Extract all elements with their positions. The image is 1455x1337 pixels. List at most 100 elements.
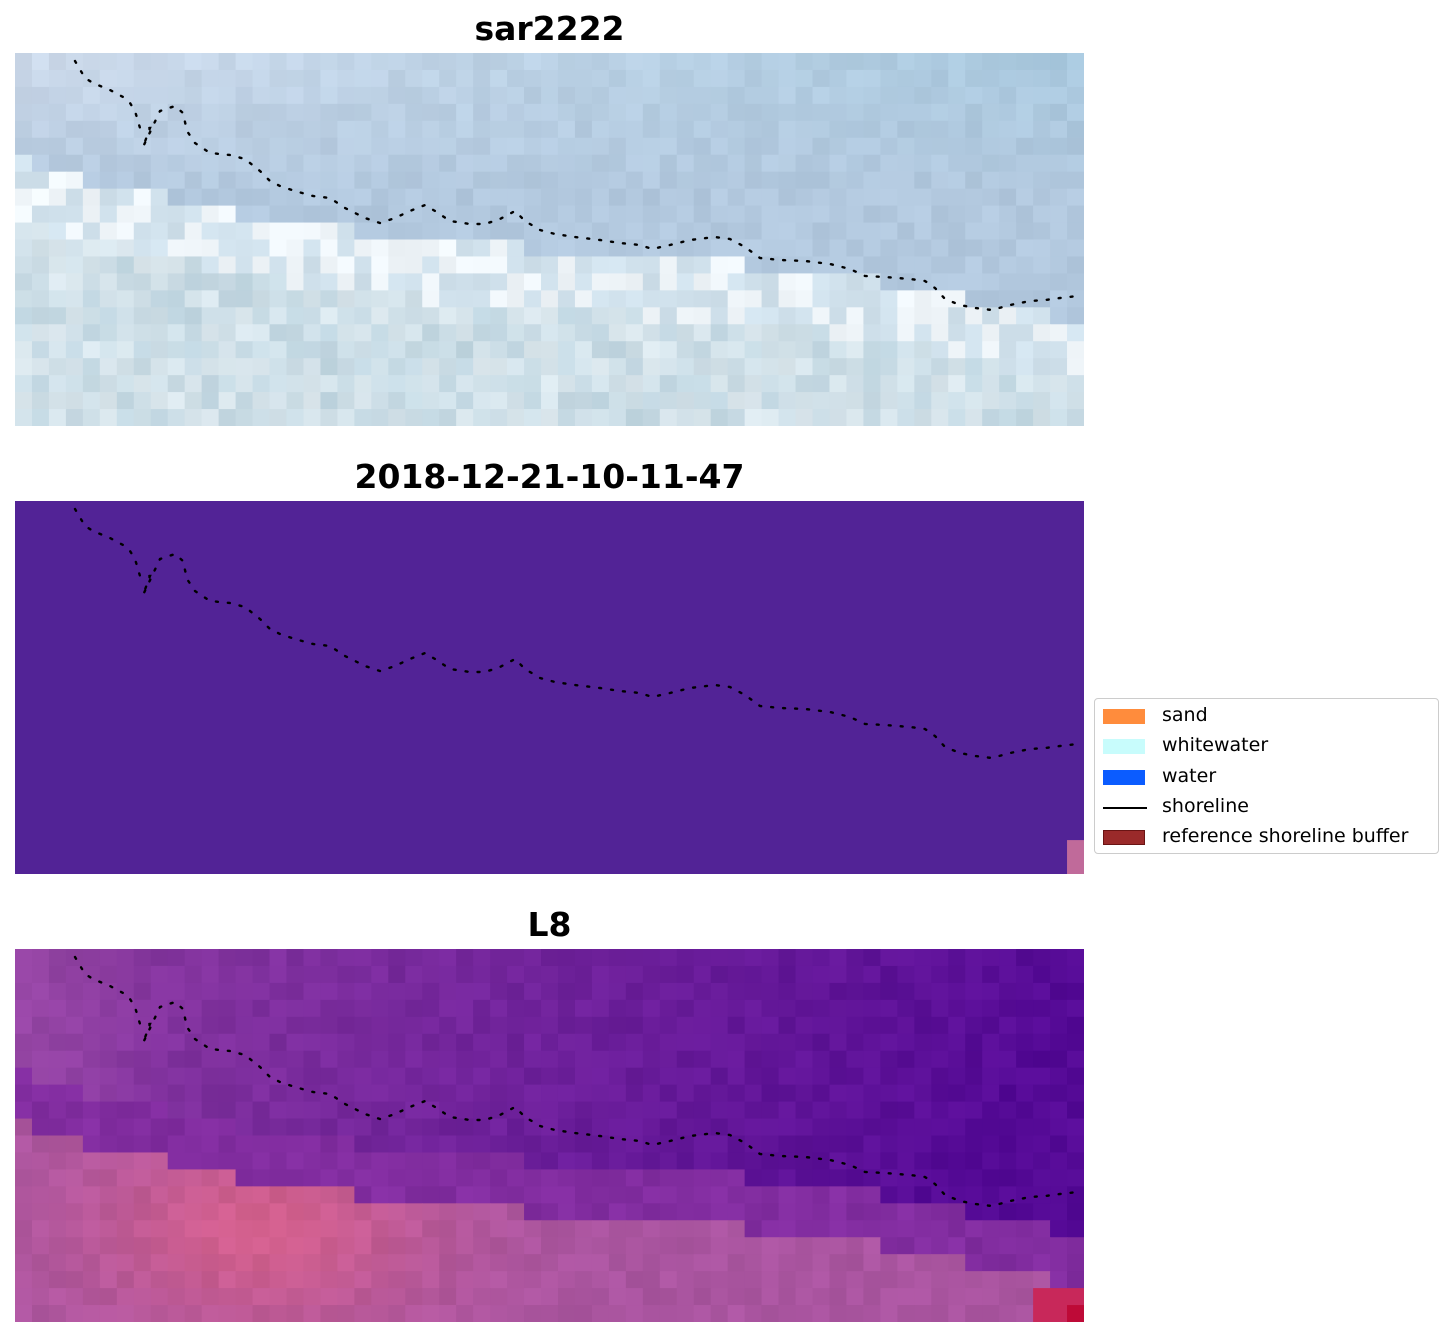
image-pixel <box>507 324 525 342</box>
image-pixel <box>320 86 338 105</box>
image-pixel <box>541 982 559 1001</box>
image-pixel <box>337 86 355 105</box>
image-pixel <box>65 222 84 241</box>
image-pixel <box>150 949 169 967</box>
image-pixel <box>812 256 831 274</box>
image-pixel <box>184 1186 203 1204</box>
image-pixel <box>710 1288 729 1306</box>
image-pixel <box>150 1033 169 1052</box>
image-pixel <box>354 324 372 342</box>
image-pixel <box>557 1169 576 1187</box>
image-pixel <box>897 205 915 224</box>
image-pixel <box>371 1118 389 1137</box>
image-pixel <box>574 1152 593 1170</box>
image-pixel <box>591 1305 610 1322</box>
image-pixel <box>931 324 949 342</box>
image-pixel <box>744 239 763 258</box>
image-pixel <box>218 103 237 122</box>
image-pixel <box>541 53 559 71</box>
image-pixel <box>948 290 966 308</box>
image-pixel <box>608 1135 627 1154</box>
image-pixel <box>218 1067 237 1086</box>
image-pixel <box>286 1101 305 1120</box>
image-pixel <box>557 239 576 258</box>
image-pixel <box>473 1254 491 1272</box>
image-pixel <box>116 86 135 105</box>
image-pixel <box>490 1135 508 1154</box>
image-pixel <box>116 341 135 359</box>
image-pixel <box>133 69 152 88</box>
image-pixel <box>676 188 695 207</box>
image-pixel <box>337 1254 355 1272</box>
image-pixel <box>524 171 542 190</box>
image-pixel <box>625 307 644 325</box>
image-pixel <box>269 205 288 224</box>
image-pixel <box>710 392 729 410</box>
image-pixel <box>710 965 729 984</box>
image-pixel <box>846 1067 865 1086</box>
image-pixel <box>541 290 559 308</box>
image-pixel <box>456 1203 474 1221</box>
image-pixel <box>727 1305 746 1322</box>
image-pixel <box>778 1152 797 1170</box>
image-pixel <box>982 290 1000 308</box>
image-pixel <box>82 1254 101 1272</box>
image-pixel <box>897 53 915 71</box>
image-pixel <box>99 1067 118 1086</box>
image-pixel <box>761 256 780 274</box>
image-pixel <box>167 409 186 426</box>
image-pixel <box>1033 1169 1051 1187</box>
image-pixel <box>710 171 729 190</box>
image-pixel <box>167 1101 186 1120</box>
image-pixel <box>795 1084 814 1103</box>
image-pixel <box>1033 341 1051 359</box>
image-pixel <box>642 999 661 1018</box>
image-pixel <box>591 1084 610 1103</box>
image-pixel <box>965 324 983 342</box>
image-pixel <box>524 375 542 393</box>
image-pixel <box>422 86 440 105</box>
image-pixel <box>574 999 593 1018</box>
image-pixel <box>15 375 33 393</box>
image-pixel <box>608 1118 627 1137</box>
image-pixel <box>676 86 695 105</box>
image-pixel <box>625 1271 644 1289</box>
image-pixel <box>82 239 101 258</box>
image-pixel <box>133 341 152 359</box>
image-pixel <box>473 1084 491 1103</box>
image-pixel <box>1033 1220 1051 1238</box>
image-pixel <box>574 409 593 426</box>
image-pixel <box>982 1271 1000 1289</box>
image-pixel <box>625 392 644 410</box>
image-pixel <box>354 273 372 291</box>
image-pixel <box>948 1305 966 1322</box>
image-pixel <box>795 358 814 376</box>
image-pixel <box>337 290 355 308</box>
image-pixel <box>15 154 33 173</box>
image-pixel <box>354 205 372 224</box>
image-pixel <box>150 982 169 1001</box>
image-pixel <box>473 999 491 1018</box>
image-pixel <box>608 392 627 410</box>
image-pixel <box>710 375 729 393</box>
image-pixel <box>490 103 508 122</box>
image-pixel <box>15 358 33 376</box>
image-pixel <box>574 307 593 325</box>
image-pixel <box>642 1118 661 1137</box>
image-pixel <box>524 1186 542 1204</box>
image-pixel <box>65 1135 84 1154</box>
image-pixel <box>557 1084 576 1103</box>
image-pixel <box>795 290 814 308</box>
image-pixel <box>405 53 423 71</box>
image-pixel <box>524 307 542 325</box>
image-pixel <box>133 188 152 207</box>
image-pixel <box>591 1067 610 1086</box>
image-pixel <box>965 1067 983 1086</box>
image-pixel <box>829 53 848 71</box>
image-pixel <box>31 1135 50 1154</box>
legend-item-water: water <box>1103 763 1438 789</box>
image-pixel <box>354 1050 372 1069</box>
image-pixel <box>320 1237 338 1255</box>
image-pixel <box>490 1067 508 1086</box>
image-pixel <box>456 1050 474 1069</box>
